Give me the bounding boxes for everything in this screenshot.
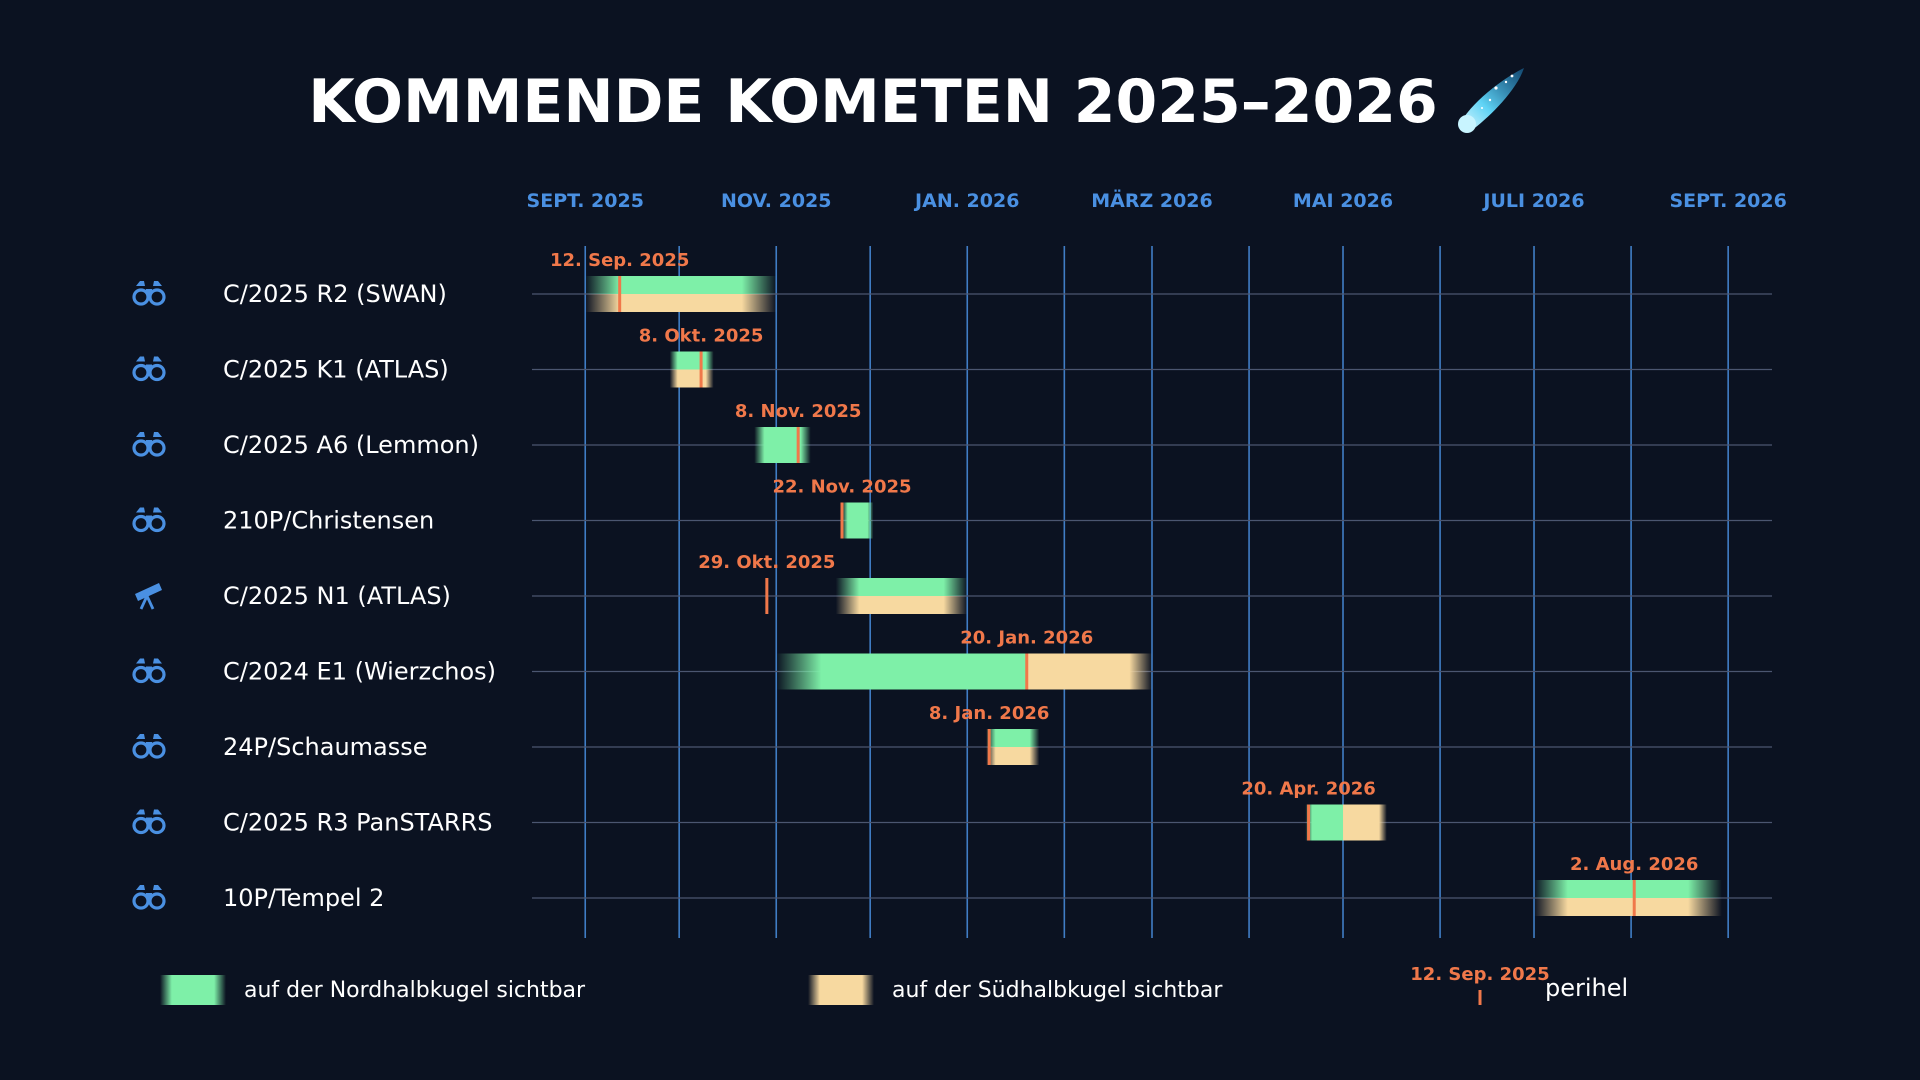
north-visibility-bar xyxy=(754,427,811,463)
perihelion-label: 12. Sep. 2025 xyxy=(550,250,689,271)
legend-north-label: auf der Nordhalbkugel sichtbar xyxy=(244,978,586,1003)
north-visibility-bar xyxy=(986,729,1040,747)
perihelion-label: 29. Okt. 2025 xyxy=(698,552,835,573)
north-visibility-bar xyxy=(776,653,1027,690)
comet-row: C/2025 A6 (Lemmon) 8. Nov. 2025 xyxy=(132,401,862,463)
south-visibility-bar xyxy=(1534,898,1722,916)
legend: auf der Nordhalbkugel sichtbar auf der Sü… xyxy=(160,964,1628,1005)
perihelion-label: 20. Apr. 2026 xyxy=(1241,779,1375,800)
comet-row: 210P/Christensen 22. Nov. 2025 xyxy=(132,477,912,539)
comet-name: C/2025 N1 (ATLAS) xyxy=(223,582,451,610)
page-title: KOMMENDE KOMETEN 2025–2026 xyxy=(0,62,1840,149)
comet-name: C/2024 E1 (Wierzchos) xyxy=(223,658,496,686)
title-text: KOMMENDE KOMETEN 2025–2026 xyxy=(308,67,1438,138)
comet-name: C/2025 R3 PanSTARRS xyxy=(223,809,492,837)
comet-name: 24P/Schaumasse xyxy=(223,733,428,761)
south-visibility-bar xyxy=(669,369,714,388)
grid-lines xyxy=(584,246,1729,938)
binoculars-icon xyxy=(132,432,166,457)
binoculars-icon xyxy=(132,356,166,382)
binoculars-icon xyxy=(132,281,166,306)
legend-north-swatch xyxy=(160,975,226,1005)
perihelion-label: 8. Jan. 2026 xyxy=(929,703,1050,724)
x-tick-label: SEPT. 2026 xyxy=(1669,190,1786,212)
perihelion-label: 2. Aug. 2026 xyxy=(1570,854,1698,875)
comet-row: 24P/Schaumasse 8. Jan. 2026 xyxy=(132,703,1050,765)
comet-row: C/2025 R3 PanSTARRS 20. Apr. 2026 xyxy=(132,779,1387,841)
legend-perihelion-example: 12. Sep. 2025 xyxy=(1410,964,1549,985)
perihelion-label: 20. Jan. 2026 xyxy=(960,628,1093,649)
south-visibility-bar xyxy=(1026,653,1152,690)
north-visibility-bar xyxy=(1305,804,1344,841)
comet-name: C/2025 A6 (Lemmon) xyxy=(223,431,479,459)
comet-row: C/2025 K1 (ATLAS) 8. Okt. 2025 xyxy=(132,326,764,388)
perihelion-label: 22. Nov. 2025 xyxy=(772,477,911,498)
comet-name: C/2025 K1 (ATLAS) xyxy=(223,356,449,384)
comet-icon xyxy=(1452,62,1532,149)
comet-name: C/2025 R2 (SWAN) xyxy=(223,280,447,308)
x-tick-label: MÄRZ 2026 xyxy=(1091,188,1213,212)
x-tick-label: MAI 2026 xyxy=(1293,190,1393,212)
comet-name: 210P/Christensen xyxy=(223,507,434,535)
perihelion-label: 8. Okt. 2025 xyxy=(639,326,764,347)
x-tick-label: SEPT. 2025 xyxy=(527,190,644,212)
legend-south-swatch xyxy=(808,975,874,1005)
north-visibility-bar xyxy=(585,276,777,294)
comet-row: C/2025 N1 (ATLAS) 29. Okt. 2025 xyxy=(135,552,968,614)
comet-name: 10P/Tempel 2 xyxy=(223,884,384,912)
comet-row: C/2024 E1 (Wierzchos) 20. Jan. 2026 xyxy=(132,628,1152,690)
binoculars-icon xyxy=(132,734,166,759)
x-tick-label: JAN. 2026 xyxy=(913,190,1019,212)
north-visibility-bar xyxy=(835,578,968,596)
legend-south-label: auf der Südhalbkugel sichtbar xyxy=(892,978,1223,1003)
south-visibility-bar xyxy=(585,294,777,312)
south-visibility-bar xyxy=(835,596,968,614)
comet-row: C/2025 R2 (SWAN) 12. Sep. 2025 xyxy=(132,250,777,312)
north-visibility-bar xyxy=(669,351,714,370)
x-tick-label: JULI 2026 xyxy=(1481,190,1584,212)
south-visibility-bar xyxy=(1343,804,1387,841)
binoculars-icon xyxy=(132,885,166,910)
south-visibility-bar xyxy=(986,747,1040,765)
north-visibility-bar xyxy=(842,502,874,539)
legend-perihelion-label: perihel xyxy=(1545,974,1628,1002)
comet-row: 10P/Tempel 2 2. Aug. 2026 xyxy=(132,854,1722,916)
north-visibility-bar xyxy=(1534,880,1722,898)
telescope-icon xyxy=(135,583,162,610)
binoculars-icon xyxy=(132,809,166,835)
binoculars-icon xyxy=(132,658,166,684)
x-tick-label: NOV. 2025 xyxy=(721,190,832,212)
binoculars-icon xyxy=(132,507,166,533)
perihelion-label: 8. Nov. 2025 xyxy=(735,401,862,422)
